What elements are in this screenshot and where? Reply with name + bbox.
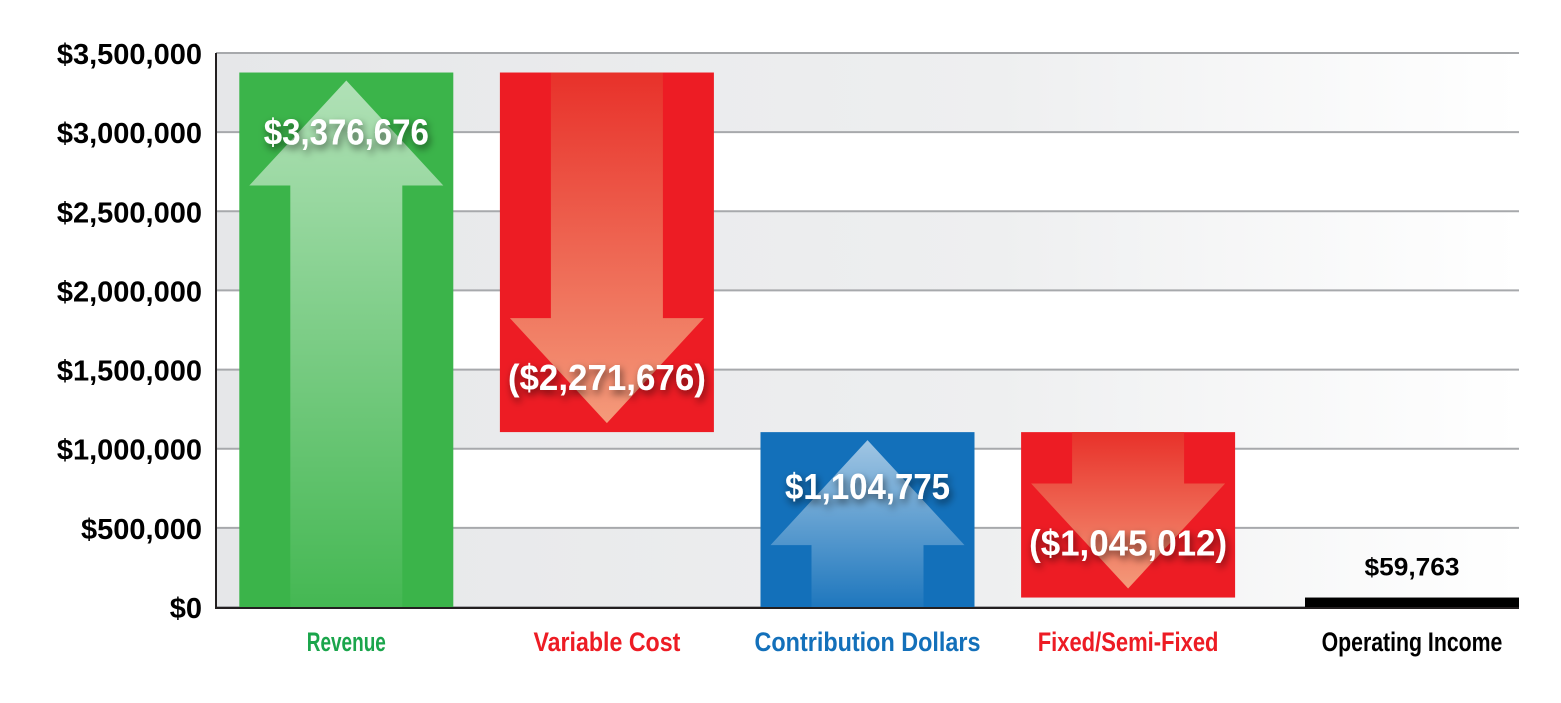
arrow-up-icon	[770, 440, 965, 607]
y-axis: $0 $500,000 $1,000,000 $1,500,000 $2,000,000…	[57, 39, 217, 625]
y-tick-label: $3,500,000	[57, 39, 202, 71]
x-axis: Revenue Variable Cost Contribution Dollars…	[216, 607, 1519, 657]
y-tick-label: $500,000	[81, 514, 202, 546]
data-label: ($1,045,012)	[1029, 523, 1227, 564]
data-label: $59,763	[1365, 554, 1460, 582]
x-tick-label: Fixed/Semi-Fixed	[1038, 627, 1219, 657]
y-tick-label: $0	[170, 593, 202, 625]
bar-group-contribution-dollars: $1,104,775	[760, 432, 975, 607]
bar	[1305, 597, 1519, 607]
bar-group-revenue: $3,376,676	[239, 72, 454, 607]
y-tick-label: $2,500,000	[57, 197, 202, 229]
x-tick-label: Variable Cost	[533, 627, 680, 657]
data-label: $3,376,676	[264, 112, 429, 153]
data-label: ($2,271,676)	[508, 357, 706, 398]
y-tick-label: $2,000,000	[57, 276, 202, 308]
y-tick-label: $3,000,000	[57, 118, 202, 150]
bars: $3,376,676 ($2,271,676) $1,104,775 ($1,045,…	[239, 72, 1519, 607]
x-tick-label: Operating Income	[1322, 627, 1503, 657]
arrow-up-icon	[249, 80, 444, 607]
x-tick-label: Revenue	[307, 627, 386, 657]
arrow-down-icon	[1031, 432, 1226, 589]
data-label: $1,104,775	[785, 466, 950, 507]
bar-group-variable-cost: ($2,271,676)	[499, 72, 714, 433]
arrow-down-icon	[509, 72, 704, 424]
bar-group-operating-income: $59,763	[1305, 554, 1519, 607]
y-tick-label: $1,000,000	[57, 435, 202, 467]
y-tick-label: $1,500,000	[57, 356, 202, 388]
bar-group-fixed-semi-fixed: ($1,045,012)	[1021, 432, 1236, 598]
x-tick-label: Contribution Dollars	[755, 627, 981, 657]
